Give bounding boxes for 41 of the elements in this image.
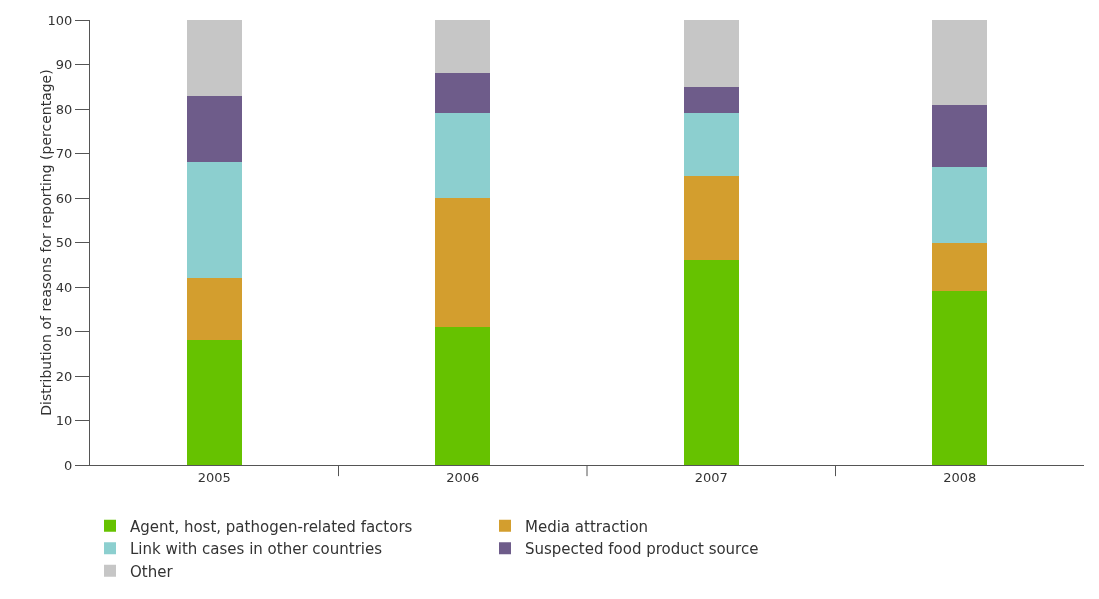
- y-tick-label: 40: [55, 279, 73, 295]
- legend-label: Media attraction: [525, 517, 649, 536]
- y-tick-label: 20: [55, 368, 73, 384]
- bar: [435, 113, 491, 198]
- y-axis-title: Distribution of reasons for reporting (percentage): [37, 69, 54, 416]
- y-tick-label: 80: [55, 101, 73, 117]
- bar: [932, 291, 988, 465]
- bar: [683, 86, 739, 114]
- y-tick-label: 10: [55, 413, 73, 429]
- x-tick-label: 2006: [446, 469, 480, 485]
- bar: [932, 20, 988, 105]
- y-tick-label: 60: [55, 190, 73, 206]
- y-tick-label: 50: [55, 235, 73, 251]
- y-tick-label: 0: [64, 457, 73, 473]
- bar: [683, 175, 739, 261]
- bar: [186, 278, 242, 341]
- bar: [435, 20, 491, 74]
- bar: [186, 95, 242, 163]
- y-tick-label: 90: [55, 57, 73, 73]
- bar: [186, 340, 242, 465]
- bar: [435, 73, 491, 114]
- bar: [932, 104, 988, 167]
- x-tick-label: 2005: [197, 469, 231, 485]
- y-tick-label: 30: [55, 324, 73, 340]
- x-tick-label: 2008: [943, 469, 977, 485]
- bar: [683, 20, 739, 87]
- bar: [683, 260, 739, 465]
- bar: [932, 242, 988, 292]
- bar: [435, 198, 491, 328]
- bar: [186, 162, 242, 279]
- x-tick-label: 2007: [694, 469, 728, 485]
- legend-label: Other: [130, 562, 174, 581]
- bar: [683, 113, 739, 176]
- bar: [186, 20, 242, 96]
- legend-label: Agent, host, pathogen-related factors: [130, 517, 413, 536]
- legend-label: Link with cases in other countries: [130, 540, 383, 559]
- bar: [435, 327, 491, 465]
- y-tick-label: 100: [47, 12, 73, 28]
- legend-label: Suspected food product source: [525, 540, 759, 559]
- bar: [932, 166, 988, 243]
- y-tick-label: 70: [55, 146, 73, 162]
